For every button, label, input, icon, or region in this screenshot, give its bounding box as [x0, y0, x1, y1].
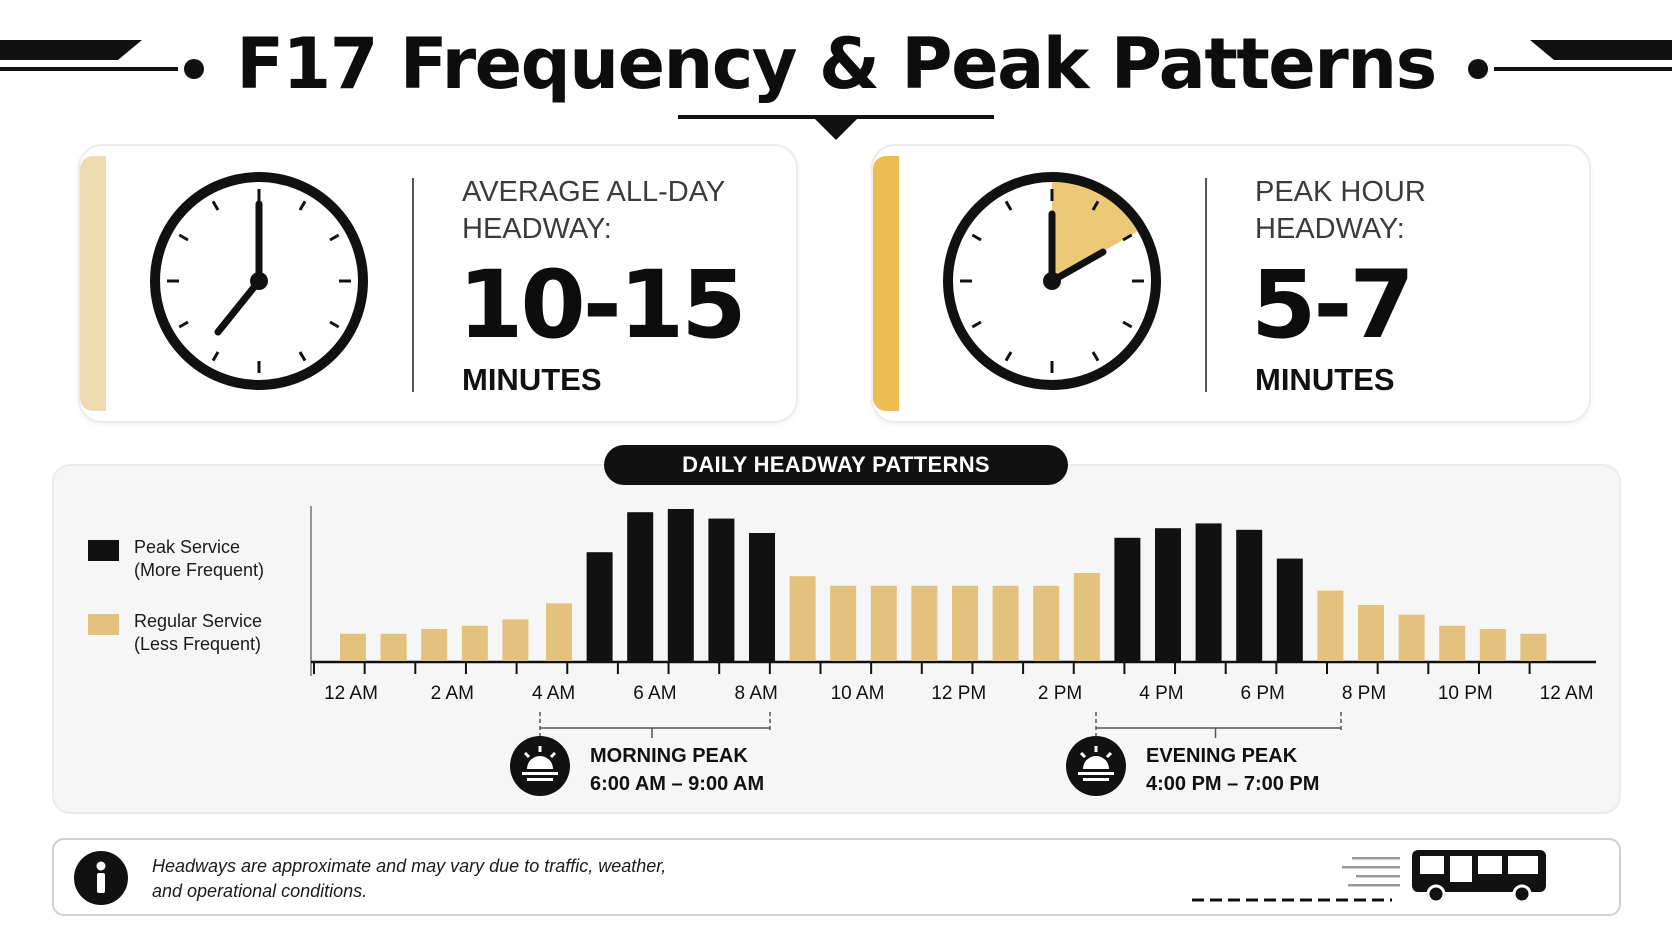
chart-bar-regular: [1033, 585, 1060, 661]
card-unit: MINUTES: [1255, 362, 1395, 397]
clock-icon: [150, 172, 368, 390]
peak-time: 4:00 PM – 7:00 PM: [1146, 773, 1320, 795]
chart-bar-peak: [586, 552, 613, 661]
chart-bar-peak: [708, 518, 735, 661]
chart-bar-regular: [992, 585, 1019, 661]
chart-bar-regular: [870, 585, 897, 661]
clock-tick: [1004, 351, 1013, 362]
chart-x-tick-label: 8 PM: [1342, 683, 1386, 704]
chart-x-tick-label: 6 PM: [1241, 683, 1285, 704]
chart-x-tick-label: 6 AM: [633, 683, 676, 704]
title-underline: [678, 115, 994, 140]
chart-bar-peak: [1114, 537, 1141, 661]
chart-title: DAILY HEADWAY PATTERNS: [604, 445, 1068, 485]
chart-bar-regular: [502, 619, 529, 661]
chart-bar-regular: [380, 633, 407, 661]
chart-bar-regular: [1439, 625, 1466, 661]
card-label: PEAK HOUR HEADWAY:: [1255, 176, 1426, 245]
chart-bar-peak: [1236, 529, 1263, 661]
sunset-icon: [1066, 736, 1126, 796]
chart-bar-regular: [1358, 605, 1384, 661]
clock-tick: [211, 200, 220, 211]
clock-tick: [1091, 351, 1100, 362]
card-divider: [412, 178, 414, 392]
chart-x-tick-label: 10 PM: [1438, 683, 1493, 704]
chart-bar-regular: [1520, 633, 1547, 661]
chart-bar-regular: [1073, 573, 1100, 661]
clock-tick: [1122, 320, 1133, 329]
clock-tick: [178, 320, 189, 329]
legend-label: Peak Service (More Frequent): [134, 537, 265, 580]
header-decoration-right: [1468, 40, 1672, 79]
card-value: 5-7: [1251, 251, 1415, 360]
chart-bar-regular: [340, 633, 366, 661]
clock-tick: [1122, 233, 1133, 242]
chart-bar-regular: [789, 576, 816, 661]
card-divider: [1205, 178, 1207, 392]
card-accent-bar: [873, 156, 899, 411]
chart-bar-regular: [911, 585, 938, 661]
chart-x-tick-label: 12 PM: [931, 683, 986, 704]
card-value: 10-15: [458, 251, 747, 360]
chart-bar-regular: [461, 625, 488, 661]
sunrise-icon: [510, 736, 570, 796]
average-headway-card: AVERAGE ALL-DAY HEADWAY: 10-15 MINUTES: [78, 144, 798, 423]
info-icon: [74, 851, 128, 905]
peak-headway-card: PEAK HOUR HEADWAY: 5-7 MINUTES: [871, 144, 1591, 423]
chart-x-tick-label: 12 AM: [1540, 683, 1594, 704]
chart-x-tick-label: 2 AM: [431, 683, 474, 704]
chart-x-tick-label: 10 AM: [831, 683, 885, 704]
clock-tick: [298, 351, 307, 362]
chart-bar-regular: [546, 603, 572, 661]
chart-bar-regular: [1479, 629, 1506, 661]
clock-tick: [329, 320, 340, 329]
clock-tick: [1091, 200, 1100, 211]
legend-label: Regular Service (Less Frequent): [134, 611, 263, 654]
clock-tick: [178, 233, 189, 242]
chart-bar-peak: [627, 512, 654, 661]
header-decoration-left: [0, 40, 204, 79]
bus-icon: [1192, 850, 1546, 904]
chart-x-tick-label: 4 AM: [532, 683, 575, 704]
morning-peak-note: MORNING PEAK 6:00 AM – 9:00 AM: [510, 736, 830, 800]
clock-peak-icon: [943, 172, 1161, 390]
chart-bar-regular: [830, 585, 857, 661]
page-title: F17 Frequency & Peak Patterns: [236, 23, 1437, 105]
clock-tick: [298, 200, 307, 211]
chart-bar-regular: [1317, 590, 1344, 661]
chart-bar-regular: [952, 585, 978, 661]
card-accent-bar: [80, 156, 106, 411]
card-label: AVERAGE ALL-DAY HEADWAY:: [462, 176, 726, 245]
peak-time: 6:00 AM – 9:00 AM: [590, 773, 765, 795]
chart-x-tick-label: 8 AM: [735, 683, 778, 704]
clock-tick: [329, 233, 340, 242]
chart-x-tick-label: 2 PM: [1038, 683, 1082, 704]
peak-title: EVENING PEAK: [1146, 745, 1298, 767]
card-unit: MINUTES: [462, 362, 602, 397]
chart-bar-peak: [1276, 558, 1303, 661]
disclaimer-note: Headways are approximate and may vary du…: [52, 838, 1621, 916]
chart-x-tick-label: 12 AM: [324, 683, 378, 704]
chart-x-tick-label: 4 PM: [1139, 683, 1183, 704]
peak-title: MORNING PEAK: [590, 745, 748, 767]
chart-bar-peak: [1195, 523, 1222, 661]
disclaimer-text: Headways are approximate and may vary du…: [152, 856, 667, 901]
chart-bar-regular: [421, 629, 448, 661]
clock-tick: [211, 351, 220, 362]
legend-swatch-regular: [88, 614, 119, 635]
clock-tick: [971, 233, 982, 242]
chart-bar-peak: [749, 533, 775, 661]
clock-tick: [1004, 200, 1013, 211]
chart-bar-regular: [1398, 614, 1425, 661]
evening-peak-note: EVENING PEAK 4:00 PM – 7:00 PM: [1066, 736, 1386, 800]
legend-swatch-peak: [88, 540, 119, 561]
clock-tick: [971, 320, 982, 329]
chart-bar-peak: [1155, 528, 1181, 661]
chart-bar-peak: [667, 509, 694, 661]
